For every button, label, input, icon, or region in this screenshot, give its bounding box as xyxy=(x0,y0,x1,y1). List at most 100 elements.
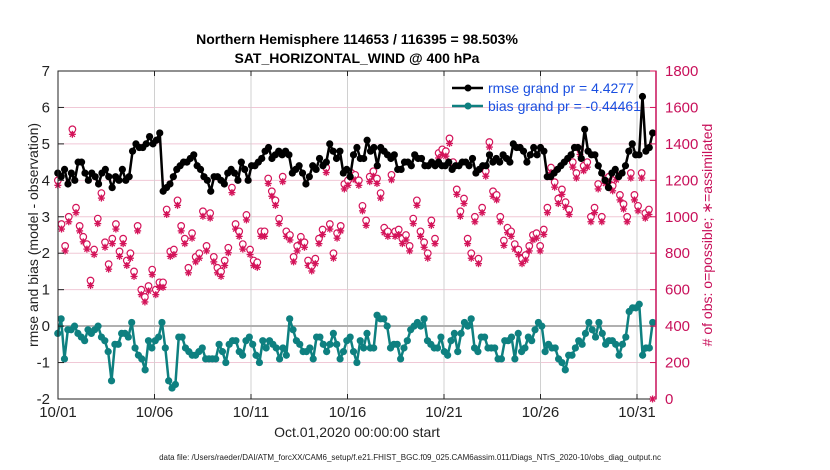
obs-marker xyxy=(119,234,128,248)
rmse-point xyxy=(638,92,647,101)
obs-marker xyxy=(583,158,592,171)
bias-point xyxy=(464,322,472,330)
obs-assimilated-asterisk xyxy=(315,240,323,248)
obs-marker xyxy=(568,158,577,171)
bias-point xyxy=(198,344,206,352)
bias-point xyxy=(380,315,388,323)
obs-marker xyxy=(75,221,84,235)
obs-assimilated-asterisk xyxy=(533,234,541,242)
rmse-point xyxy=(618,169,626,177)
rmse-point xyxy=(645,143,653,152)
rmse-point xyxy=(145,133,154,141)
obs-marker xyxy=(597,212,606,226)
rmse-point xyxy=(346,173,354,181)
obs-marker xyxy=(539,225,548,239)
bias-point xyxy=(497,355,506,363)
obs-assimilated-asterisk xyxy=(445,139,453,147)
bias-point xyxy=(124,333,132,341)
rmse-point xyxy=(125,173,133,181)
data-file-footer: data file: /Users/raeder/DAI/ATM_forcXX/… xyxy=(159,453,661,462)
rmse-point xyxy=(312,165,320,173)
rmse-point xyxy=(169,173,177,181)
bias-point xyxy=(349,348,358,356)
obs-marker xyxy=(325,220,334,233)
obs-assimilated-asterisk xyxy=(627,174,635,182)
obs-marker xyxy=(61,242,70,255)
y2-tick-label: 600 xyxy=(665,282,690,299)
obs-assimilated-asterisk xyxy=(286,236,294,244)
rmse-point xyxy=(526,151,534,159)
rmse-point xyxy=(581,125,589,133)
obs-assimilated-asterisk xyxy=(253,263,261,271)
rmse-point xyxy=(67,169,75,177)
obs-assimilated-asterisk xyxy=(199,212,207,220)
obs-assimilated-asterisk xyxy=(228,189,236,197)
obs-marker xyxy=(195,249,204,262)
bias-point xyxy=(511,355,519,363)
obs-marker xyxy=(111,220,120,233)
obs-marker xyxy=(104,260,113,273)
obs-marker xyxy=(402,231,410,244)
legend: rmse grand pr = 4.4277 bias grand pr = -… xyxy=(452,80,641,114)
obs-assimilated-asterisk xyxy=(507,232,515,240)
obs-markers xyxy=(53,125,657,403)
obs-assimilated-asterisk xyxy=(344,181,352,189)
obs-assimilated-asterisk xyxy=(300,243,308,251)
bias-point xyxy=(249,340,257,348)
rmse-point xyxy=(445,158,453,166)
bias-point xyxy=(591,333,600,341)
bias-point xyxy=(360,344,368,352)
rmse-point xyxy=(234,176,242,184)
rmse-point xyxy=(105,173,113,181)
obs-assimilated-asterisk xyxy=(76,227,84,235)
obs-assimilated-asterisk xyxy=(543,209,551,217)
bias-point xyxy=(319,340,327,348)
rmse-point xyxy=(156,129,164,137)
y-tick-label: 3 xyxy=(42,209,50,226)
obs-marker xyxy=(365,172,374,186)
bias-point xyxy=(148,344,156,352)
y2-tick-label: 1200 xyxy=(665,172,698,189)
bias-point xyxy=(622,333,630,341)
obs-assimilated-asterisk xyxy=(279,178,287,186)
obs-marker xyxy=(162,205,171,218)
obs-assimilated-asterisk xyxy=(373,180,381,188)
obs-marker xyxy=(278,172,287,186)
bias-point xyxy=(618,340,627,348)
y-tick-label: 0 xyxy=(42,318,50,335)
rmse-point xyxy=(258,154,266,163)
rmse-point xyxy=(332,154,341,163)
obs-marker xyxy=(514,245,523,259)
left-axis-ticks: -2 -1 0 1 2 3 4 5 6 7 xyxy=(37,63,64,408)
obs-assimilated-asterisk xyxy=(329,254,337,262)
bias-point xyxy=(141,366,149,374)
obs-marker xyxy=(630,191,639,204)
rmse-point xyxy=(298,169,307,177)
obs-assimilated-asterisk xyxy=(293,247,301,255)
rmse-point xyxy=(285,151,293,159)
obs-assimilated-asterisk xyxy=(195,254,203,262)
bias-point xyxy=(568,351,576,359)
obs-marker xyxy=(286,231,294,244)
obs-assimilated-asterisk xyxy=(427,221,435,229)
obs-assimilated-asterisk xyxy=(416,232,424,240)
obs-assimilated-asterisk xyxy=(181,240,189,248)
rmse-point xyxy=(635,151,643,159)
bias-point xyxy=(245,333,253,341)
bias-point xyxy=(165,377,173,385)
rmse-point xyxy=(360,154,368,163)
rmse-point xyxy=(84,176,92,184)
obs-assimilated-asterisk xyxy=(384,232,392,240)
bias-point xyxy=(222,358,230,367)
bias-point xyxy=(356,337,364,345)
rmse-point xyxy=(108,184,116,192)
obs-marker xyxy=(311,254,320,268)
rmse-point xyxy=(482,162,490,170)
bias-point xyxy=(259,337,267,345)
obs-marker xyxy=(148,265,157,279)
obs-marker xyxy=(423,249,432,262)
obs-assimilated-asterisk xyxy=(594,185,602,193)
obs-assimilated-asterisk xyxy=(184,269,192,277)
x-tick-label: 10/16 xyxy=(329,404,367,421)
bias-point xyxy=(353,358,361,367)
